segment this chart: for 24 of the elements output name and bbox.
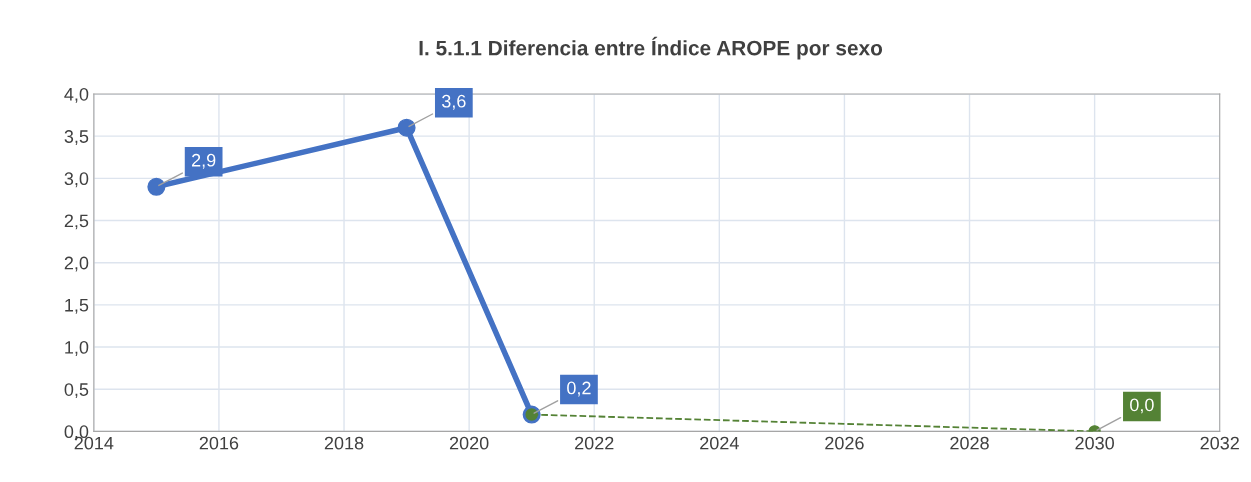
x-tick-label: 2016 — [199, 436, 239, 450]
x-tick-label: 2024 — [700, 436, 739, 450]
data-label: 3,6 — [441, 94, 466, 110]
point — [397, 118, 416, 137]
data-label: 0,0 — [1130, 398, 1154, 414]
y-tick-label: 1,0 — [65, 340, 89, 356]
x-tick-label: 2020 — [449, 436, 489, 450]
point — [147, 177, 166, 196]
y-tick-label: 2,0 — [64, 256, 89, 272]
x-tick-label: 2022 — [575, 436, 614, 450]
x-tick-label: 2018 — [324, 436, 364, 450]
y-tick-label: 4,0 — [64, 87, 89, 103]
x-tick-label: 2030 — [1075, 436, 1114, 450]
y-tick-label: 0,5 — [64, 383, 89, 399]
y-tick-label: 3,5 — [64, 130, 89, 146]
data-label: 2,9 — [192, 153, 216, 169]
data-label: 0,2 — [567, 381, 591, 397]
y-tick-label: 2,5 — [64, 214, 89, 230]
y-tick-label: 1,5 — [65, 298, 89, 314]
x-tick-label: 2032 — [1200, 436, 1239, 450]
x-tick-label: 2028 — [950, 436, 989, 450]
x-tick-label: 2026 — [825, 436, 864, 450]
chart-title: I. 5.1.1 Diferencia entre Índice AROPE por sexo — [419, 36, 883, 60]
y-tick-label: 3,0 — [64, 172, 89, 188]
